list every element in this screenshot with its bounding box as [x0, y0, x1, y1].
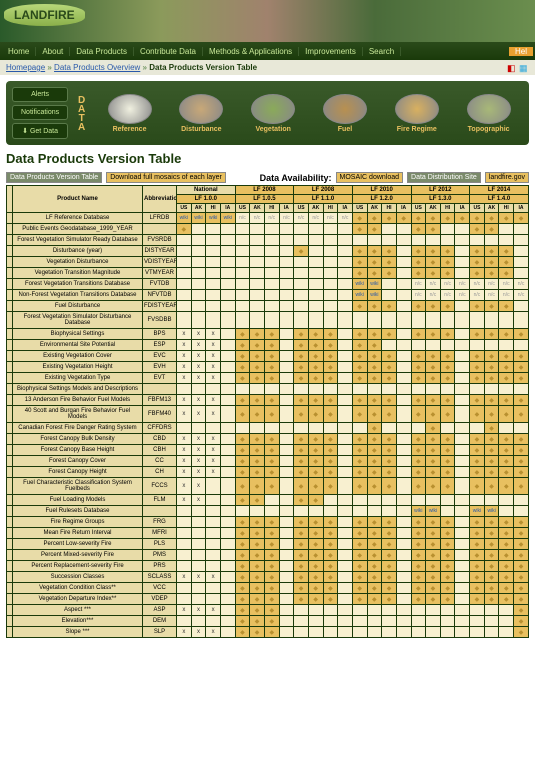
crumb-home[interactable]: Homepage: [6, 63, 45, 72]
side-btn-notifications[interactable]: Notifications: [12, 105, 68, 120]
toolbar: Data Products Version Table Download ful…: [6, 172, 529, 183]
table-row: Existing Vegetation TypeEVT: [7, 373, 529, 384]
table-row: Vegetation Condition Class**VCC: [7, 583, 529, 594]
table-row: 40 Scott and Burgan Fire Behavior Fuel M…: [7, 406, 529, 423]
table-row: Existing Vegetation HeightEVH: [7, 362, 529, 373]
table-row: Percent Replacement-severity FirePRS: [7, 561, 529, 572]
data-label: DATA: [76, 95, 87, 131]
category-panel: Alerts Notifications ⬇ Get Data DATA Refer…: [6, 81, 529, 145]
twitter-icon[interactable]: ▦: [519, 63, 529, 73]
table-row: Mean Fire Return IntervalMFRI: [7, 528, 529, 539]
table-row: Elevation***DEM: [7, 616, 529, 627]
categories: ReferenceDisturbanceVegetationFuelFire R…: [95, 94, 523, 133]
nav-improvements[interactable]: Improvements: [299, 47, 363, 56]
table-row: Fire Regime GroupsFRG: [7, 517, 529, 528]
landfire-gov-btn[interactable]: landfire.gov: [485, 172, 529, 183]
social-icons: ◧▦: [505, 63, 529, 73]
table-row: Non-Forest Vegetation Transitions Databa…: [7, 290, 529, 301]
page-title: Data Products Version Table: [6, 151, 529, 166]
table-row: Succession ClassesSCLASS: [7, 572, 529, 583]
cat-reference[interactable]: Reference: [95, 94, 164, 133]
table-row: Vegetation Departure Index**VDEP: [7, 594, 529, 605]
share-icon[interactable]: ◧: [507, 63, 517, 73]
table-row: Fuel Loading ModelsFLM: [7, 495, 529, 506]
table-row: Forest Canopy CoverCC: [7, 456, 529, 467]
table-row: Fuel Characteristic Classification Syste…: [7, 478, 529, 495]
products-table: Product NameAbbreviationNationalLF 2008L…: [6, 185, 529, 638]
header-banner: LANDFIRE: [0, 0, 535, 42]
table-row: LF Reference DatabaseLFRDBwikiwikiwikiwi…: [7, 213, 529, 224]
table-row: Forest Canopy Base HeightCBH: [7, 445, 529, 456]
mosaic-download-btn[interactable]: MOSAIC download: [336, 172, 404, 183]
table-row: Forest Canopy HeightCH: [7, 467, 529, 478]
table-row: Environmental Site PotentialESP: [7, 340, 529, 351]
side-buttons: Alerts Notifications ⬇ Get Data: [12, 87, 68, 139]
crumb-dpo[interactable]: Data Products Overview: [54, 63, 140, 72]
table-row: Fuel Rulesets Databasewikiwikiwikiwiki: [7, 506, 529, 517]
table-row: Forest Canopy Bulk DensityCBD: [7, 434, 529, 445]
cat-fire regime[interactable]: Fire Regime: [382, 94, 451, 133]
nav-home[interactable]: Home: [2, 47, 36, 56]
cat-disturbance[interactable]: Disturbance: [167, 94, 236, 133]
crumb-current: Data Products Version Table: [149, 63, 257, 72]
nav-methods-applications[interactable]: Methods & Applications: [203, 47, 299, 56]
main-nav: HomeAboutData ProductsContribute DataMet…: [0, 42, 535, 60]
table-row: Biophysical SettingsBPS: [7, 329, 529, 340]
table-row: Biophysical Settings Models and Descript…: [7, 384, 529, 395]
side-btn--get-data[interactable]: ⬇ Get Data: [12, 123, 68, 139]
nav-data-products[interactable]: Data Products: [70, 47, 134, 56]
dist-site-btn[interactable]: Data Distribution Site: [407, 172, 481, 183]
nav-contribute-data[interactable]: Contribute Data: [134, 47, 203, 56]
table-row: Existing Vegetation CoverEVC: [7, 351, 529, 362]
table-row: Vegetation Transition MagnitudeVTMYEAR: [7, 268, 529, 279]
cat-vegetation[interactable]: Vegetation: [239, 94, 308, 133]
side-btn-alerts[interactable]: Alerts: [12, 87, 68, 102]
breadcrumb: ◧▦ Homepage » Data Products Overview » D…: [0, 60, 535, 75]
table-row: Forest Vegetation Simulator Disturbance …: [7, 312, 529, 329]
cat-topographic[interactable]: Topographic: [454, 94, 523, 133]
table-row: Fuel DisturbanceFDISTYEAR: [7, 301, 529, 312]
table-row: Slope ***SLP: [7, 627, 529, 638]
table-row: Percent Low-severity FirePLS: [7, 539, 529, 550]
cat-fuel[interactable]: Fuel: [311, 94, 380, 133]
table-btn[interactable]: Data Products Version Table: [6, 172, 102, 183]
table-row: Canadian Forest Fire Danger Rating Syste…: [7, 423, 529, 434]
table-row: Forest Vegetation Simulator Ready Databa…: [7, 235, 529, 246]
availability-label: Data Availability:: [260, 173, 332, 183]
table-row: Percent Mixed-severity FirePMS: [7, 550, 529, 561]
logo: LANDFIRE: [4, 4, 85, 26]
nav-search[interactable]: Search: [363, 47, 401, 56]
table-row: Public Events Geodatabase_1999_YEAR: [7, 224, 529, 235]
table-row: Forest Vegetation Transitions DatabaseFV…: [7, 279, 529, 290]
table-row: 13 Anderson Fire Behavior Fuel ModelsFBF…: [7, 395, 529, 406]
nav-about[interactable]: About: [36, 47, 70, 56]
nav-help[interactable]: Hel: [509, 47, 533, 56]
table-row: Disturbance (year)DISTYEAR: [7, 246, 529, 257]
table-row: Aspect ***ASP: [7, 605, 529, 616]
download-mosaics-btn[interactable]: Download full mosaics of each layer: [106, 172, 226, 183]
table-row: Vegetation DisturbanceVDISTYEAR: [7, 257, 529, 268]
